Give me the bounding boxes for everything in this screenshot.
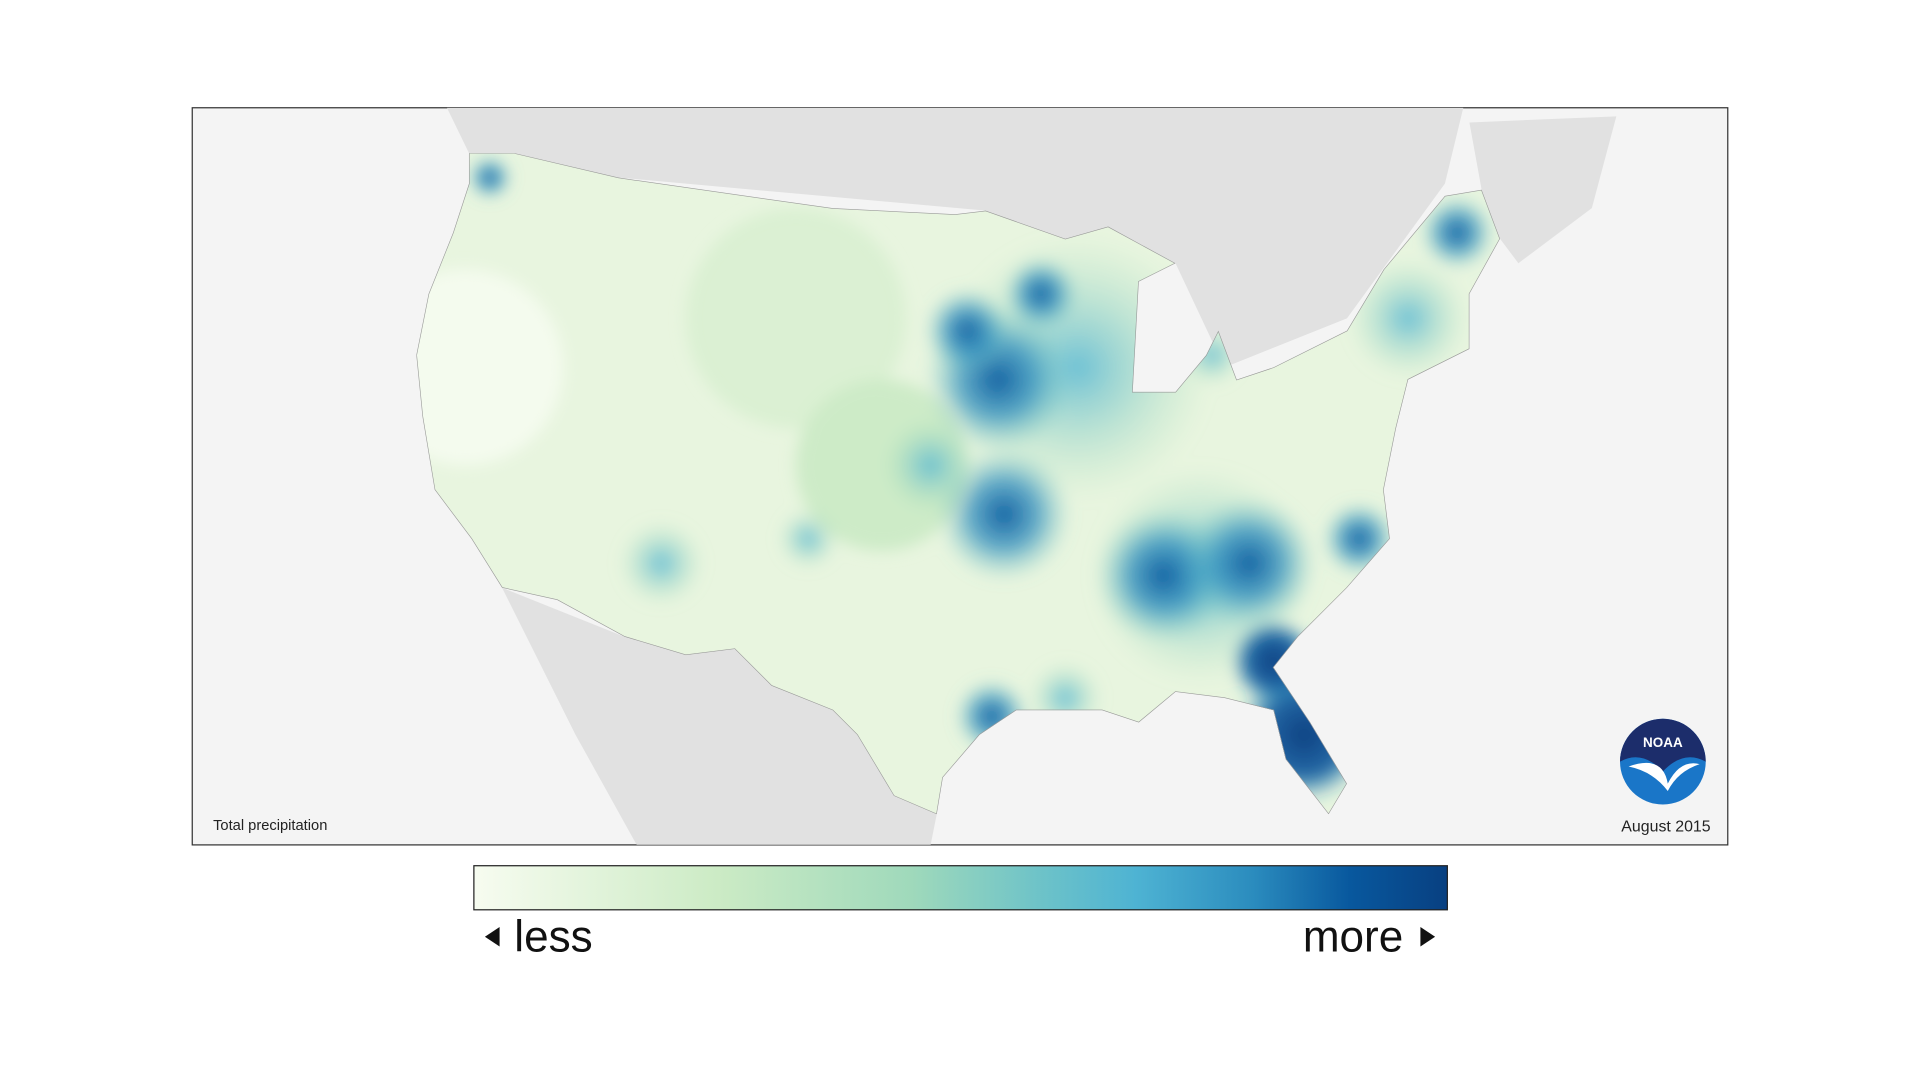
- less-arrow: [484, 926, 500, 947]
- logo-text: NOAA: [1643, 735, 1683, 750]
- map-date: August 2015: [1621, 818, 1710, 835]
- precipitation-field: [416, 153, 1501, 815]
- more-arrow: [1420, 926, 1436, 947]
- land: [446, 107, 1617, 845]
- legend-low: less: [514, 912, 592, 961]
- map-title: Total precipitation: [213, 818, 327, 834]
- legend-scale: [473, 865, 1448, 911]
- map-area: Total precipitation August 2015 NOAA les…: [191, 107, 1729, 961]
- legend-high: more: [1303, 912, 1403, 961]
- noaa-logo: NOAA: [1620, 718, 1706, 805]
